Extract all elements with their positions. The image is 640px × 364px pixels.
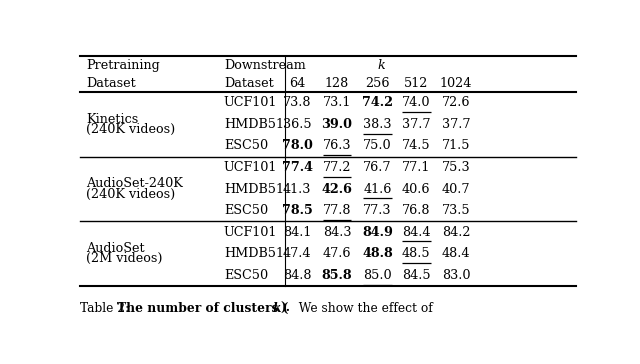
Text: 74.2: 74.2 bbox=[362, 96, 393, 109]
Text: 41.3: 41.3 bbox=[283, 182, 312, 195]
Text: UCF101: UCF101 bbox=[224, 226, 277, 239]
Text: 84.8: 84.8 bbox=[283, 269, 312, 282]
Text: AudioSet: AudioSet bbox=[86, 242, 145, 255]
Text: We show the effect of: We show the effect of bbox=[291, 302, 433, 315]
Text: ESC50: ESC50 bbox=[224, 204, 268, 217]
Text: 48.8: 48.8 bbox=[362, 247, 393, 260]
Text: 73.5: 73.5 bbox=[442, 204, 470, 217]
Text: 76.3: 76.3 bbox=[323, 139, 351, 153]
Text: 84.3: 84.3 bbox=[323, 226, 351, 239]
Text: 1024: 1024 bbox=[440, 77, 472, 90]
Text: 40.6: 40.6 bbox=[402, 182, 431, 195]
Text: 47.4: 47.4 bbox=[283, 247, 312, 260]
Text: 84.5: 84.5 bbox=[402, 269, 431, 282]
Text: 71.5: 71.5 bbox=[442, 139, 470, 153]
Text: 39.0: 39.0 bbox=[321, 118, 353, 131]
Text: 73.8: 73.8 bbox=[283, 96, 312, 109]
Text: ESC50: ESC50 bbox=[224, 269, 268, 282]
Text: 75.0: 75.0 bbox=[364, 139, 392, 153]
Text: 77.3: 77.3 bbox=[364, 204, 392, 217]
Text: 47.6: 47.6 bbox=[323, 247, 351, 260]
Text: 37.7: 37.7 bbox=[442, 118, 470, 131]
Text: 38.3: 38.3 bbox=[364, 118, 392, 131]
Text: 84.9: 84.9 bbox=[362, 226, 393, 239]
Text: 85.0: 85.0 bbox=[364, 269, 392, 282]
Text: ).: ). bbox=[280, 302, 290, 315]
Text: 48.5: 48.5 bbox=[402, 247, 431, 260]
Text: HMDB51: HMDB51 bbox=[224, 247, 284, 260]
Text: Pretraining: Pretraining bbox=[86, 59, 160, 72]
Text: Table 2:: Table 2: bbox=[80, 302, 137, 315]
Text: 84.4: 84.4 bbox=[402, 226, 431, 239]
Text: 76.8: 76.8 bbox=[402, 204, 431, 217]
Text: 78.5: 78.5 bbox=[282, 204, 312, 217]
Text: 84.2: 84.2 bbox=[442, 226, 470, 239]
Text: 37.7: 37.7 bbox=[402, 118, 431, 131]
Text: HMDB51: HMDB51 bbox=[224, 118, 284, 131]
Text: 36.5: 36.5 bbox=[283, 118, 312, 131]
Text: 48.4: 48.4 bbox=[442, 247, 470, 260]
Text: 77.2: 77.2 bbox=[323, 161, 351, 174]
Text: 72.6: 72.6 bbox=[442, 96, 470, 109]
Text: HMDB51: HMDB51 bbox=[224, 182, 284, 195]
Text: 128: 128 bbox=[325, 77, 349, 90]
Text: 41.6: 41.6 bbox=[364, 182, 392, 195]
Text: Downstream: Downstream bbox=[224, 59, 305, 72]
Text: 78.0: 78.0 bbox=[282, 139, 313, 153]
Text: Dataset: Dataset bbox=[86, 77, 136, 90]
Text: (240K videos): (240K videos) bbox=[86, 123, 175, 136]
Text: The number of clusters (: The number of clusters ( bbox=[117, 302, 289, 315]
Text: 85.8: 85.8 bbox=[322, 269, 352, 282]
Text: 256: 256 bbox=[365, 77, 390, 90]
Text: 84.1: 84.1 bbox=[283, 226, 312, 239]
Text: k: k bbox=[273, 302, 281, 315]
Text: 73.1: 73.1 bbox=[323, 96, 351, 109]
Text: k: k bbox=[378, 59, 385, 72]
Text: 40.7: 40.7 bbox=[442, 182, 470, 195]
Text: 74.5: 74.5 bbox=[402, 139, 431, 153]
Text: 76.7: 76.7 bbox=[364, 161, 392, 174]
Text: 77.8: 77.8 bbox=[323, 204, 351, 217]
Text: UCF101: UCF101 bbox=[224, 96, 277, 109]
Text: ESC50: ESC50 bbox=[224, 139, 268, 153]
Text: 77.4: 77.4 bbox=[282, 161, 313, 174]
Text: UCF101: UCF101 bbox=[224, 161, 277, 174]
Text: AudioSet-240K: AudioSet-240K bbox=[86, 178, 183, 190]
Text: 64: 64 bbox=[289, 77, 305, 90]
Text: 512: 512 bbox=[404, 77, 428, 90]
Text: Dataset: Dataset bbox=[224, 77, 273, 90]
Text: (2M videos): (2M videos) bbox=[86, 252, 163, 265]
Text: 77.1: 77.1 bbox=[402, 161, 431, 174]
Text: 83.0: 83.0 bbox=[442, 269, 470, 282]
Text: 42.6: 42.6 bbox=[321, 182, 353, 195]
Text: Kinetics: Kinetics bbox=[86, 113, 138, 126]
Text: 74.0: 74.0 bbox=[402, 96, 431, 109]
Text: 75.3: 75.3 bbox=[442, 161, 470, 174]
Text: (240K videos): (240K videos) bbox=[86, 187, 175, 201]
